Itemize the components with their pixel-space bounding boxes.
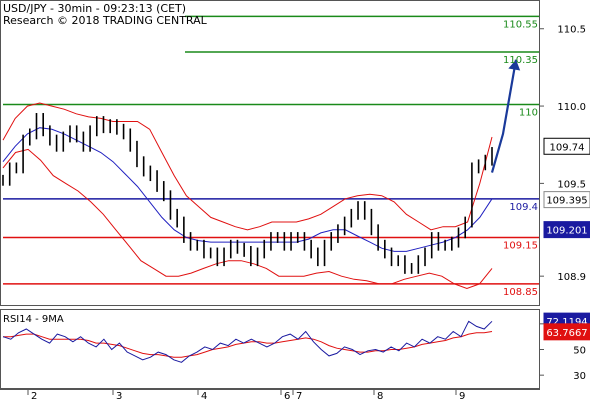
- rsi-ma-line: [3, 331, 493, 358]
- rsi-ma-series: [3, 331, 493, 358]
- forecast-arrow: [490, 59, 521, 173]
- level-label-4: 109.15: [503, 241, 538, 252]
- forecast-arrow-line: [490, 59, 518, 173]
- price-tick-label-0: 108.9: [557, 272, 586, 283]
- x-tick-label-4: 7: [296, 391, 302, 400]
- x-tick-label-1: 3: [116, 391, 122, 400]
- x-tick-label-2: 4: [201, 391, 207, 400]
- rsi-badge-box-1: [543, 323, 590, 341]
- x-tick-label-3: 6: [284, 391, 290, 400]
- price-series: [2, 113, 493, 274]
- price-axis: 108.9 109.5 110.0 110.5: [539, 25, 586, 283]
- moving-average-line: [2, 127, 493, 252]
- level-label-1: 110.35: [503, 55, 538, 66]
- rsi-badge-label-0: 72.1194: [546, 317, 587, 328]
- price-tick-label-1: 109.5: [557, 179, 586, 190]
- level-label-3: 109.4: [509, 202, 538, 213]
- price-badge-label-2: 109.201: [546, 226, 587, 237]
- rsi-title: RSI14 - 9MA: [3, 314, 64, 325]
- price-badge-label-0: 109.74: [550, 142, 585, 153]
- level-label-5: 108.85: [503, 287, 538, 298]
- price-panel-frame: [0, 0, 540, 306]
- price-badge-box-2: [543, 221, 590, 239]
- price-badge-box-1: [543, 191, 590, 209]
- rsi-line: [2, 320, 493, 363]
- level-label-0: 110.55: [503, 19, 538, 30]
- price-badge-label-1: 109.395: [546, 196, 587, 207]
- price-badges: 109.74 109.395 109.201: [543, 137, 590, 239]
- rsi-series: [2, 320, 493, 363]
- price-badge-box-0: [543, 137, 590, 155]
- level-labels: 110.55 110.35 110 109.4 109.15 108.85: [503, 19, 538, 298]
- price-tick-label-2: 110.0: [557, 102, 586, 113]
- bollinger-upper-band: [2, 102, 493, 231]
- bollinger-lower-band: [2, 148, 493, 290]
- x-tick-label-0: 2: [31, 391, 37, 400]
- bollinger-lower-line: [2, 148, 493, 290]
- price-tick-label-3: 110.5: [557, 25, 586, 36]
- chart-title: USD/JPY - 30min - 09:23:13 (CET): [3, 2, 186, 15]
- forecast-arrowhead: [508, 59, 521, 71]
- rsi-panel-frame: [0, 309, 540, 389]
- rsi-tick-label-1: 50: [573, 346, 586, 357]
- level-label-2: 110: [519, 108, 538, 119]
- x-tick-label-5: 8: [377, 391, 383, 400]
- moving-average: [2, 127, 493, 252]
- copyright: Research © 2018 TRADING CENTRAL: [3, 14, 208, 27]
- x-tick-label-6: 9: [459, 391, 465, 400]
- bollinger-upper-line: [2, 102, 493, 231]
- rsi-tick-label-0: 30: [573, 371, 586, 382]
- level-lines: [3, 15, 539, 285]
- rsi-badge-label-1: 63.7667: [546, 328, 587, 339]
